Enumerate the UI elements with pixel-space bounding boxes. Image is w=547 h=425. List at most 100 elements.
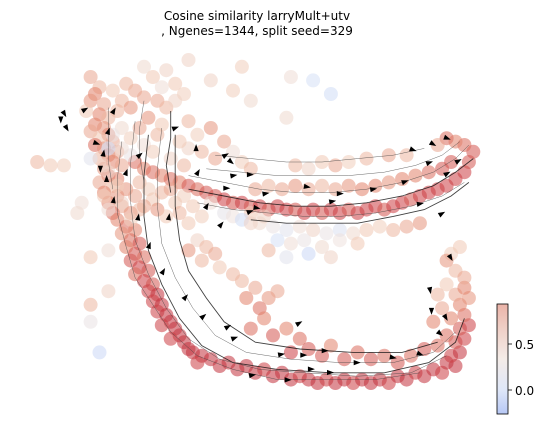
- velocity-arrowhead: [441, 313, 448, 321]
- velocity-arrowhead: [409, 146, 417, 152]
- scatter-point: [190, 127, 205, 142]
- colorbar: 0.5 0.0: [496, 303, 534, 415]
- scatter-point: [226, 144, 240, 159]
- scatter-point: [243, 321, 258, 336]
- velocity-arrowhead: [246, 210, 254, 216]
- scatter-point: [105, 83, 120, 98]
- scatter-point: [261, 243, 276, 258]
- scatter-point: [248, 280, 263, 295]
- scatter-point: [190, 355, 205, 370]
- scatter-point: [430, 287, 445, 302]
- scatter-point: [381, 175, 396, 190]
- velocity-arrowhead: [145, 241, 151, 250]
- scatter-point: [194, 209, 209, 224]
- scatter-point: [97, 189, 111, 203]
- scatter-point: [315, 178, 329, 193]
- velocity-arrowhead: [122, 168, 128, 177]
- scatter-point: [270, 284, 285, 299]
- scatter-point: [266, 219, 280, 234]
- colorbar-tick-label: 0.5: [515, 338, 534, 352]
- scatter-point: [159, 209, 174, 224]
- scatter-point: [181, 53, 196, 67]
- scatter-point: [266, 328, 280, 343]
- scatter-point: [234, 274, 249, 288]
- streamline: [206, 141, 461, 176]
- velocity-arrowhead: [328, 199, 337, 205]
- velocity-arrowhead: [437, 211, 446, 218]
- scatter-point: [363, 352, 378, 367]
- scatter-point: [83, 314, 98, 329]
- velocity-arrowhead: [246, 172, 254, 178]
- velocity-arrowhead: [110, 196, 116, 204]
- scatter-point: [163, 182, 178, 197]
- scatter-point: [315, 348, 329, 363]
- scatter-point: [181, 114, 196, 129]
- scatter-point: [426, 314, 441, 329]
- scatter-point: [399, 219, 414, 234]
- streamline: [157, 127, 456, 363]
- velocity-arrowhead: [435, 329, 443, 336]
- scatter-point: [128, 189, 143, 203]
- streamline: [108, 107, 114, 190]
- scatter-point: [168, 93, 183, 108]
- scatter-point: [306, 73, 321, 88]
- scatter-point: [301, 342, 316, 356]
- scatter-point: [83, 151, 98, 166]
- velocity-arrowhead: [194, 169, 200, 177]
- scatter-point: [226, 83, 240, 98]
- scatter-point: [163, 331, 178, 346]
- scatter-point: [381, 148, 396, 163]
- scatter-point: [297, 233, 312, 248]
- scatter-point: [83, 70, 98, 84]
- velocity-arrowhead: [226, 157, 234, 165]
- velocity-arrowhead: [199, 313, 207, 321]
- scatter-point: [83, 250, 98, 265]
- scatter-point: [457, 280, 472, 295]
- scatter-point: [444, 311, 459, 326]
- velocity-arrowhead: [221, 153, 229, 159]
- velocity-arrowhead: [321, 348, 329, 354]
- scatter-point: [159, 63, 174, 78]
- scatter-point: [137, 90, 151, 105]
- velocity-arrowhead: [165, 213, 171, 221]
- scatter-points: [30, 53, 481, 390]
- scatter-point: [341, 155, 356, 169]
- scatter-point: [132, 202, 147, 217]
- scatter-point: [408, 168, 423, 183]
- scatter-point: [208, 246, 223, 261]
- scatter-point: [430, 338, 445, 353]
- scatter-point: [288, 158, 303, 173]
- scatter-point: [181, 216, 196, 231]
- scatter-point: [323, 87, 338, 101]
- scatter-point: [315, 240, 329, 254]
- scatter-point: [341, 178, 356, 193]
- scatter-point: [114, 141, 129, 156]
- scatter-point: [248, 182, 263, 197]
- scatter-point: [261, 178, 276, 193]
- scatter-point: [390, 355, 405, 370]
- scatter-point: [359, 223, 374, 237]
- scatter-point: [101, 243, 116, 258]
- scatter-point: [283, 70, 298, 84]
- streamline: [130, 121, 447, 377]
- scatter-point: [421, 165, 436, 180]
- scatter-point: [288, 178, 303, 193]
- velocity-arrowhead: [109, 107, 116, 115]
- scatter-point: [123, 212, 138, 227]
- scatter-point: [239, 291, 254, 305]
- velocity-arrowhead: [389, 354, 397, 360]
- scatter-point: [372, 219, 387, 234]
- velocity-arrowhead: [60, 109, 67, 118]
- velocity-arrowhead: [253, 204, 261, 210]
- velocity-arrowhead: [277, 352, 286, 358]
- scatter-point: [257, 311, 272, 326]
- velocity-arrowhead: [80, 107, 89, 114]
- scatter-point: [444, 155, 459, 169]
- scatter-point: [212, 260, 227, 275]
- scatter-point: [74, 195, 89, 210]
- scatter-point: [275, 182, 289, 197]
- scatter-point: [279, 250, 294, 265]
- velocity-arrowhead: [425, 161, 433, 167]
- scatter-point: [350, 236, 365, 251]
